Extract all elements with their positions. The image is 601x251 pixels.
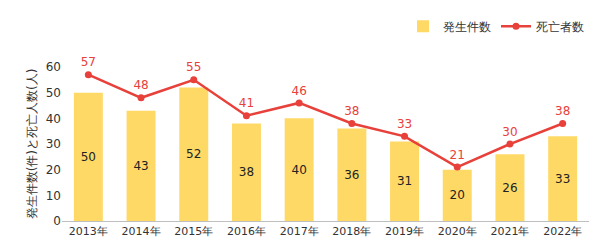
svg-text:2017年: 2017年 [280,225,319,238]
svg-text:30: 30 [46,137,61,151]
svg-text:33: 33 [397,117,412,131]
svg-text:2016年: 2016年 [227,225,266,238]
svg-text:26: 26 [502,181,517,195]
svg-text:30: 30 [502,125,517,139]
svg-text:41: 41 [239,96,254,110]
svg-text:発生件数: 発生件数 [443,20,491,34]
svg-text:33: 33 [555,172,570,186]
svg-text:2018年: 2018年 [332,225,371,238]
svg-text:死亡者数: 死亡者数 [536,20,584,34]
svg-text:40: 40 [292,163,307,177]
svg-text:2019年: 2019年 [385,225,424,238]
svg-text:21: 21 [450,148,465,162]
svg-text:57: 57 [81,55,96,69]
svg-text:20: 20 [46,163,61,177]
svg-text:46: 46 [292,84,307,98]
svg-text:43: 43 [133,159,148,173]
svg-text:52: 52 [186,147,201,161]
svg-text:2014年: 2014年 [122,225,161,238]
svg-text:2015年: 2015年 [174,225,213,238]
svg-text:36: 36 [344,168,359,182]
svg-text:38: 38 [344,104,359,118]
svg-text:50: 50 [81,150,96,164]
svg-text:0: 0 [53,214,61,228]
svg-text:31: 31 [397,174,412,188]
svg-text:48: 48 [133,78,148,92]
svg-text:40: 40 [46,112,61,126]
svg-text:2021年: 2021年 [490,225,529,238]
svg-text:55: 55 [186,60,201,74]
svg-text:38: 38 [239,165,254,179]
svg-text:発生件数(件)と死亡人数(人): 発生件数(件)と死亡人数(人) [25,69,39,220]
svg-text:20: 20 [450,188,465,202]
svg-text:2022年: 2022年 [543,225,582,238]
svg-text:10: 10 [46,189,61,203]
svg-text:50: 50 [46,86,61,100]
svg-text:38: 38 [555,104,570,118]
svg-text:2013年: 2013年 [69,225,108,238]
svg-text:2020年: 2020年 [438,225,477,238]
svg-text:60: 60 [46,60,61,74]
